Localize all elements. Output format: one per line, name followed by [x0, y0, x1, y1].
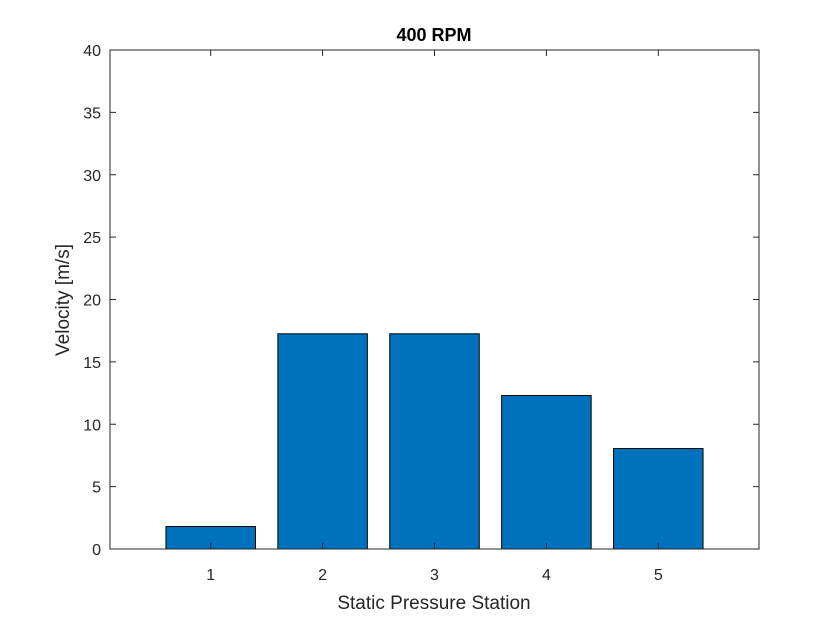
y-tick-label-0: 0 — [92, 542, 101, 559]
bar-station-4 — [501, 395, 592, 550]
x-tick-label-2: 2 — [318, 567, 327, 584]
bars-group — [165, 333, 704, 550]
x-tick-label-4: 4 — [542, 567, 551, 584]
y-tick-label-10: 10 — [83, 417, 101, 434]
y-tick-label-40: 40 — [83, 43, 101, 60]
x-axis-ticks: 1 2 3 4 5 — [206, 50, 663, 584]
x-tick-label-1: 1 — [206, 567, 215, 584]
y-axis-ticks: 0 5 10 15 20 25 30 35 40 — [83, 43, 759, 559]
y-tick-label-30: 30 — [83, 168, 101, 185]
x-tick-label-5: 5 — [654, 567, 663, 584]
y-tick-label-25: 25 — [83, 230, 101, 247]
y-tick-label-35: 35 — [83, 105, 101, 122]
bar-station-2 — [277, 333, 368, 550]
bar-station-5 — [613, 448, 704, 550]
y-tick-label-20: 20 — [83, 293, 101, 310]
x-tick-label-3: 3 — [430, 567, 439, 584]
plot-area-frame — [109, 49, 760, 550]
x-axis-title: Static Pressure Station — [337, 593, 530, 614]
y-tick-label-15: 15 — [83, 355, 101, 372]
chart-title: 400 RPM — [396, 25, 471, 45]
bar-station-3 — [389, 333, 480, 550]
y-tick-label-5: 5 — [92, 480, 101, 497]
y-axis-title: Velocity [m/s] — [53, 244, 74, 356]
